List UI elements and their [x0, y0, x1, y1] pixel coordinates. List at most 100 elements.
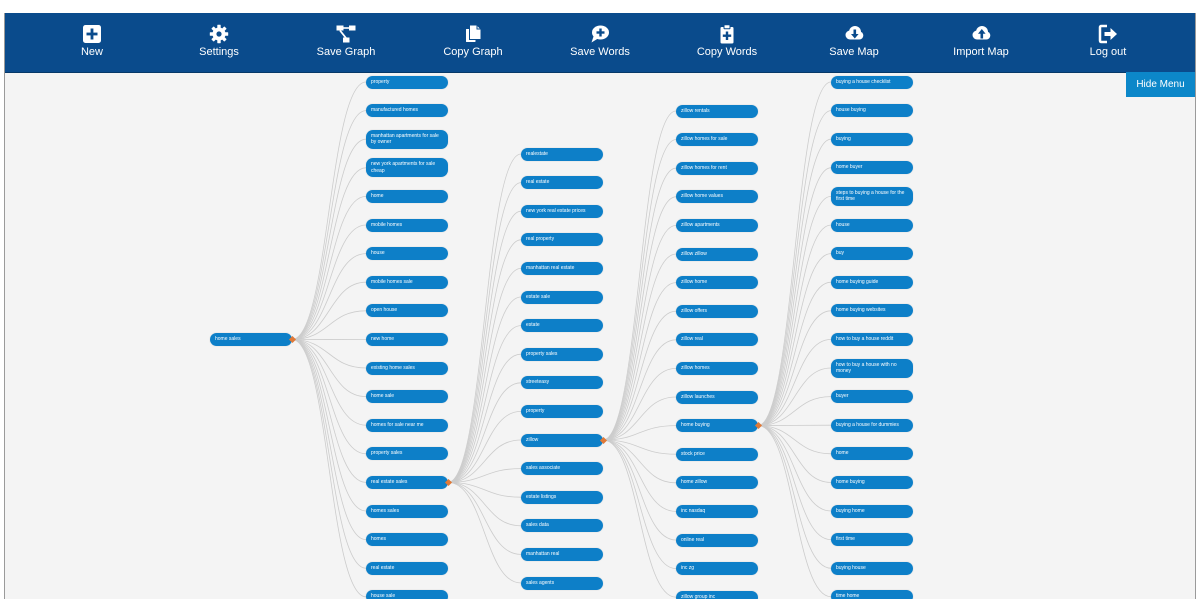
- node-buying-home[interactable]: buying home: [831, 504, 913, 518]
- node-mobile-homes-sale[interactable]: mobile homes sale: [366, 275, 448, 289]
- node-label: new york apartments for sale cheap: [371, 161, 436, 174]
- copy-graph-button[interactable]: Copy Graph: [413, 13, 533, 72]
- node-home-zillow[interactable]: home zillow: [676, 476, 758, 490]
- node-zillow-offers[interactable]: zillow offers: [676, 304, 758, 318]
- node-home-buyer[interactable]: home buyer: [831, 161, 913, 175]
- logout-button[interactable]: Log out: [1048, 13, 1168, 72]
- node-home-buying[interactable]: home buying: [676, 419, 758, 433]
- node-label: house buying: [836, 107, 866, 114]
- node-buying-a-house-checklist[interactable]: buying a house checklist: [831, 75, 913, 89]
- edge: [291, 167, 367, 340]
- node-realestate[interactable]: realestate: [521, 147, 603, 161]
- node-zillow-homes[interactable]: zillow homes: [676, 361, 758, 375]
- node-property[interactable]: property: [521, 404, 603, 418]
- node-sales-agents[interactable]: sales agents: [521, 576, 603, 590]
- node-buy[interactable]: buy: [831, 247, 913, 261]
- node-label: manhattan apartments for sale by owner: [371, 132, 439, 146]
- node-zillow-homes-for-sale[interactable]: zillow homes for sale: [676, 133, 758, 147]
- logout-icon: [1098, 24, 1117, 44]
- node-homes[interactable]: homes: [366, 533, 448, 547]
- node-zillow-zillow[interactable]: zillow zillow: [676, 247, 758, 261]
- node-estate[interactable]: estate: [521, 319, 603, 333]
- node-sales-associate[interactable]: sales associate: [521, 462, 603, 476]
- node-real-estate[interactable]: real estate: [366, 561, 448, 575]
- node-open-house[interactable]: open house: [366, 304, 448, 318]
- settings-button[interactable]: Settings: [159, 13, 279, 72]
- copy-words-button[interactable]: Copy Words: [667, 13, 787, 72]
- node-zillow-homes-for-rent[interactable]: zillow homes for rent: [676, 161, 758, 175]
- node-buying-house[interactable]: buying house: [831, 561, 913, 575]
- mind-map-canvas[interactable]: home sales property manufactured homes manh…: [5, 72, 1195, 599]
- node-new-home[interactable]: new home: [366, 332, 448, 346]
- node-steps-to-buying-a-house-for-the-first-time[interactable]: steps to buying a house for the first ti…: [831, 186, 913, 206]
- root-node-home-sales[interactable]: home sales: [210, 333, 292, 346]
- node-property-sales[interactable]: property sales: [366, 447, 448, 461]
- node-inc-nasdaq[interactable]: inc nasdaq: [676, 504, 758, 518]
- node-manhattan-apartments-for-sale-by-owner[interactable]: manhattan apartments for sale by owner: [366, 129, 448, 149]
- node-zillow-home[interactable]: zillow home: [676, 276, 758, 290]
- edge: [602, 253, 677, 441]
- edge: [602, 368, 677, 441]
- node-home[interactable]: home: [366, 189, 448, 203]
- node-label: home buyer: [836, 164, 863, 171]
- node-property-sales[interactable]: property sales: [521, 347, 603, 361]
- node-house-sale[interactable]: house sale: [366, 590, 448, 599]
- node-real-property[interactable]: real property: [521, 233, 603, 247]
- save-words-button[interactable]: Save Words: [540, 13, 660, 72]
- node-buying[interactable]: buying: [831, 132, 913, 146]
- node-inc-zg[interactable]: inc zg: [676, 562, 758, 576]
- node-how-to-buy-a-house-reddit[interactable]: how to buy a house reddit: [831, 332, 913, 346]
- node-streeteasy[interactable]: streeteasy: [521, 376, 603, 390]
- save-graph-button[interactable]: Save Graph: [286, 13, 406, 72]
- node-home-buying[interactable]: home buying: [831, 475, 913, 489]
- edge: [757, 196, 832, 426]
- node-estate-listings[interactable]: estate listings: [521, 490, 603, 504]
- node-zillow-home-values[interactable]: zillow home values: [676, 190, 758, 204]
- node-home[interactable]: home: [831, 447, 913, 461]
- node-new-york-apartments-for-sale-cheap[interactable]: new york apartments for sale cheap: [366, 158, 448, 178]
- node-real-estate[interactable]: real estate: [521, 176, 603, 190]
- node-new-york-real-estate-prices[interactable]: new york real estate prices: [521, 204, 603, 218]
- node-zillow-rentals[interactable]: zillow rentals: [676, 104, 758, 118]
- node-sales-data[interactable]: sales data: [521, 519, 603, 533]
- save-map-button[interactable]: Save Map: [794, 13, 914, 72]
- node-stock-price[interactable]: stock price: [676, 447, 758, 461]
- node-zillow-group-inc[interactable]: zillow group inc: [676, 590, 758, 599]
- node-property[interactable]: property: [366, 75, 448, 89]
- node-label: zillow group inc: [681, 593, 716, 599]
- node-home-sale[interactable]: home sale: [366, 390, 448, 404]
- node-house[interactable]: house: [831, 218, 913, 232]
- graph-icon: [336, 25, 356, 43]
- edge: [447, 468, 522, 483]
- node-how-to-buy-a-house-with-no-money[interactable]: how to buy a house with no money: [831, 358, 913, 378]
- new-button[interactable]: New: [32, 13, 152, 72]
- node-zillow[interactable]: zillow: [521, 433, 603, 447]
- node-homes-for-sale-near-me[interactable]: homes for sale near me: [366, 418, 448, 432]
- edge: [447, 210, 522, 483]
- node-mobile-homes[interactable]: mobile homes: [366, 218, 448, 232]
- node-real-estate-sales[interactable]: real estate sales: [366, 475, 448, 489]
- node-manhattan-real[interactable]: manhattan real: [521, 547, 603, 561]
- node-zillow-apartments[interactable]: zillow apartments: [676, 218, 758, 232]
- import-map-button[interactable]: Import Map: [921, 13, 1041, 72]
- node-existing-home-sales[interactable]: existing home sales: [366, 361, 448, 375]
- node-buying-a-house-for-dummies[interactable]: buying a house for dummies: [831, 418, 913, 432]
- node-manufactured-homes[interactable]: manufactured homes: [366, 104, 448, 118]
- node-zillow-launches[interactable]: zillow launches: [676, 390, 758, 404]
- node-buyer[interactable]: buyer: [831, 390, 913, 404]
- node-homes-sales[interactable]: homes sales: [366, 504, 448, 518]
- node-house[interactable]: house: [366, 247, 448, 261]
- edge: [447, 482, 522, 527]
- node-time-home[interactable]: time home: [831, 590, 913, 599]
- hide-menu-button[interactable]: Hide Menu: [1126, 72, 1195, 97]
- node-estate-sale[interactable]: estate sale: [521, 290, 603, 304]
- node-home-buying-guide[interactable]: home buying guide: [831, 275, 913, 289]
- node-first-time[interactable]: first time: [831, 533, 913, 547]
- node-online-real[interactable]: online real: [676, 533, 758, 547]
- node-label: sales data: [526, 522, 549, 529]
- node-label: home buying websites: [836, 307, 886, 314]
- node-home-buying-websites[interactable]: home buying websites: [831, 304, 913, 318]
- node-zillow-real[interactable]: zillow real: [676, 333, 758, 347]
- node-house-buying[interactable]: house buying: [831, 104, 913, 118]
- node-manhattan-real-estate[interactable]: manhattan real estate: [521, 261, 603, 275]
